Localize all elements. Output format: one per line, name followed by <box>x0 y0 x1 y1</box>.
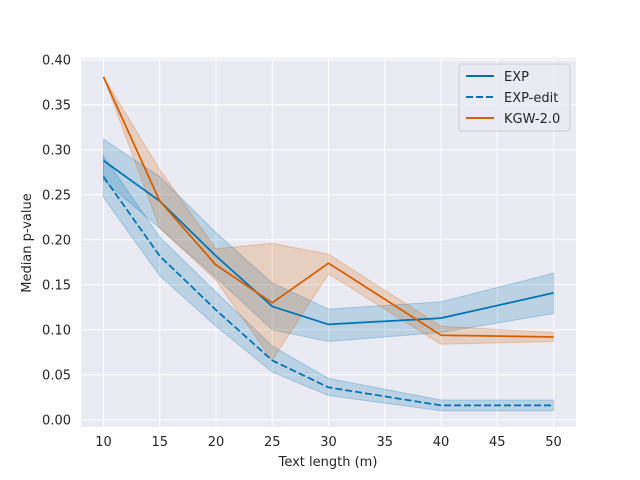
x-tick-label: 40 <box>433 435 450 450</box>
series-lines <box>102 76 554 407</box>
x-axis-ticks: 10 15 20 25 30 35 40 45 50 <box>95 435 562 450</box>
x-tick-label: 15 <box>151 435 168 450</box>
legend-box <box>458 63 571 132</box>
x-tick-label: 20 <box>208 435 225 450</box>
line-kgw-2-0 <box>102 76 554 338</box>
x-tick-label: 10 <box>95 435 112 450</box>
x-tick-label: 35 <box>376 435 393 450</box>
legend-label-exp: EXP <box>504 70 529 85</box>
y-tick-label: 0.10 <box>42 323 71 338</box>
y-tick-label: 0.35 <box>42 98 71 113</box>
line-exp-edit <box>102 176 554 407</box>
y-tick-label: 0.25 <box>42 188 71 203</box>
x-tick-label: 50 <box>545 435 562 450</box>
y-tick-label: 0.15 <box>42 278 71 293</box>
x-tick-label: 45 <box>489 435 506 450</box>
x-axis-label: Text length (m) <box>278 455 378 470</box>
band-exp-edit <box>103 154 554 412</box>
y-tick-label: 0.20 <box>42 233 71 248</box>
y-tick-label: 0.30 <box>42 143 71 158</box>
y-tick-label: 0.05 <box>42 368 71 383</box>
x-tick-label: 25 <box>264 435 281 450</box>
legend: EXP EXP-edit KGW-2.0 <box>458 63 571 132</box>
y-axis-label: Median p-value <box>20 193 35 293</box>
y-axis-ticks: 0.00 0.05 0.10 0.15 0.20 0.25 0.30 0.35 0.40 <box>42 53 71 428</box>
y-tick-label: 0.00 <box>42 413 71 428</box>
y-tick-label: 0.40 <box>42 53 71 68</box>
x-tick-label: 30 <box>320 435 337 450</box>
legend-label-kgw: KGW-2.0 <box>504 112 560 127</box>
legend-label-exp-edit: EXP-edit <box>504 91 558 106</box>
